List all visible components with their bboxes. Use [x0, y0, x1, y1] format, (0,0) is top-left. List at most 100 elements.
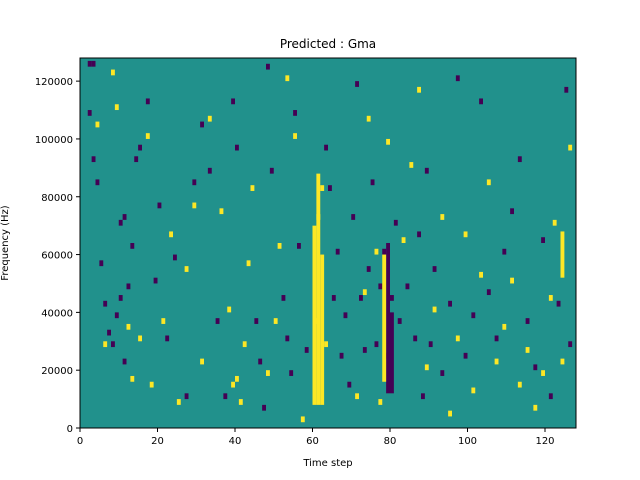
heatmap-cell — [304, 347, 309, 353]
heatmap-cell — [386, 138, 390, 145]
heatmap-cell — [424, 364, 429, 371]
heatmap-cell — [366, 266, 371, 272]
heatmap-cell — [486, 179, 491, 186]
x-tick-label: 20 — [151, 436, 164, 447]
heatmap-cell — [91, 60, 96, 67]
heatmap-cell — [192, 179, 197, 186]
x-tick-label: 0 — [77, 436, 83, 447]
x-tick-label: 80 — [384, 436, 397, 447]
heatmap-cell — [517, 381, 522, 388]
heatmap-cell — [424, 167, 429, 174]
heatmap-cell — [479, 271, 483, 278]
y-tick-label: 120000 — [35, 77, 73, 88]
heatmap-cell — [95, 179, 100, 186]
heatmap-cell — [502, 323, 507, 330]
heatmap-cell — [374, 341, 379, 348]
x-tick-label: 120 — [535, 436, 554, 447]
heatmap-cell — [297, 243, 301, 249]
heatmap-cell — [510, 277, 514, 284]
heatmap-cell — [397, 318, 402, 324]
heatmap-cell — [165, 335, 170, 342]
heatmap-cell — [95, 121, 100, 128]
heatmap-cell — [242, 341, 247, 348]
heatmap-cell — [130, 243, 135, 249]
heatmap-column — [320, 254, 325, 405]
heatmap-cell — [200, 121, 204, 128]
heatmap-cell — [238, 399, 243, 405]
heatmap-cell — [111, 69, 115, 76]
heatmap-cell — [169, 231, 173, 238]
heatmap-cell — [138, 144, 142, 151]
heatmap-cell — [114, 104, 119, 111]
heatmap-cell — [107, 329, 111, 336]
heatmap-cells — [87, 60, 573, 423]
heatmap-cell — [560, 358, 565, 365]
heatmap-cell — [157, 202, 162, 209]
plot-area — [79, 57, 577, 429]
y-tick-label: 100000 — [35, 135, 73, 146]
heatmap-cell — [215, 318, 220, 324]
heatmap-cell — [359, 295, 363, 301]
heatmap-cell — [192, 202, 197, 209]
heatmap-cell — [548, 295, 553, 301]
heatmap-cell — [382, 248, 387, 255]
heatmap-cell — [463, 352, 468, 359]
heatmap-cell — [541, 237, 545, 243]
heatmap-column — [390, 312, 394, 394]
heatmap-cell — [273, 318, 278, 324]
plot-background — [80, 58, 576, 428]
heatmap-cell — [390, 295, 394, 301]
heatmap-cell — [219, 208, 224, 215]
heatmap-cell — [122, 358, 127, 365]
x-tick-label: 60 — [306, 436, 319, 447]
heatmap-cell — [320, 185, 325, 191]
heatmap-cell — [285, 75, 290, 82]
heatmap-cell — [355, 393, 359, 400]
heatmap-cell — [409, 162, 414, 168]
plot-frame — [79, 57, 577, 429]
heatmap-cell — [335, 248, 340, 255]
y-axis-label: Frequency (Hz) — [0, 205, 11, 281]
heatmap-cell — [103, 300, 108, 307]
chart-title: Predicted : Gma — [280, 37, 376, 51]
heatmap-cell — [370, 179, 375, 186]
y-tick-label: 20000 — [41, 366, 73, 377]
heatmap-cell — [533, 404, 538, 411]
heatmap-cell — [556, 300, 561, 307]
heatmap-cell — [378, 283, 383, 290]
heatmap-cell — [99, 260, 104, 267]
heatmap-cell — [246, 260, 251, 267]
heatmap-cell — [235, 144, 239, 151]
heatmap-cell — [432, 306, 437, 313]
heatmap-cell — [552, 219, 557, 226]
heatmap-cell — [184, 393, 189, 400]
heatmap-cell — [114, 312, 119, 319]
heatmap-cell — [393, 219, 398, 226]
heatmap-cell — [413, 335, 418, 342]
heatmap-cell — [235, 375, 239, 382]
heatmap-cell — [479, 98, 483, 105]
heatmap-cell — [103, 341, 108, 348]
y-tick-label: 80000 — [41, 193, 73, 204]
x-tick-label: 40 — [229, 436, 242, 447]
heatmap-cell — [541, 370, 545, 376]
heatmap-cell — [118, 219, 123, 226]
heatmap-cell — [130, 375, 135, 382]
heatmap-cell — [339, 352, 344, 359]
heatmap-cell — [517, 156, 522, 163]
heatmap-cell — [277, 243, 282, 249]
heatmap-cell — [223, 393, 228, 400]
heatmap-cell — [227, 306, 232, 313]
heatmap-cell — [254, 318, 259, 324]
heatmap-cell — [328, 185, 332, 191]
heatmap-cell — [207, 167, 212, 174]
heatmap-cell — [417, 231, 421, 238]
heatmap-cell — [138, 335, 142, 342]
heatmap-cell — [285, 335, 290, 342]
y-tick-label: 40000 — [41, 308, 73, 319]
heatmap-cell — [362, 289, 367, 296]
y-tick-label: 60000 — [41, 251, 73, 262]
heatmap-cell — [293, 110, 297, 116]
heatmap-cell — [471, 312, 476, 319]
heatmap-cell — [455, 75, 460, 82]
